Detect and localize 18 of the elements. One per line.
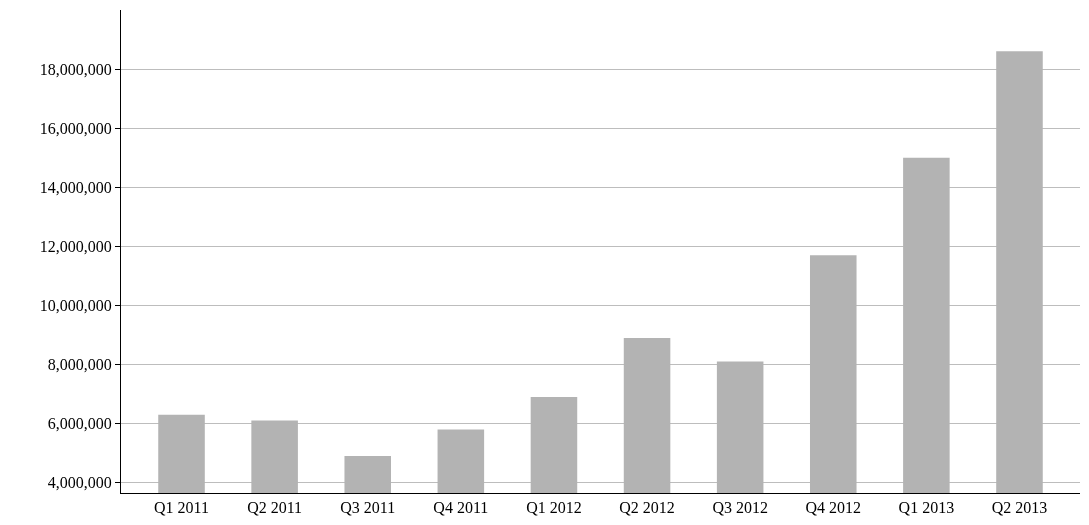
x-tick-label: Q1 2013 [898,499,955,517]
x-tick-label: Q1 2012 [526,499,582,517]
x-tick-label: Q3 2012 [712,499,768,517]
x-tick-label: Q1 2011 [154,499,209,517]
y-tick-label: 18,000,000 [39,60,112,78]
y-tick-label: 6,000,000 [47,415,112,433]
y-tick-label: 8,000,000 [47,356,112,374]
x-tick-label: Q2 2013 [991,499,1048,517]
y-tick-label: 10,000,000 [39,297,112,315]
y-tick-label: 12,000,000 [39,237,112,255]
y-tick-label: 16,000,000 [39,119,112,137]
x-tick-label: Q4 2012 [805,499,862,517]
x-tick-label: Q4 2011 [433,499,489,517]
x-tick-label: Q2 2012 [619,499,675,517]
x-tick-label: Q2 2011 [247,499,303,517]
x-tick-label: Q3 2011 [340,499,396,517]
y-tick-label: 4,000,000 [47,474,112,492]
y-tick-label: 14,000,000 [39,178,112,196]
